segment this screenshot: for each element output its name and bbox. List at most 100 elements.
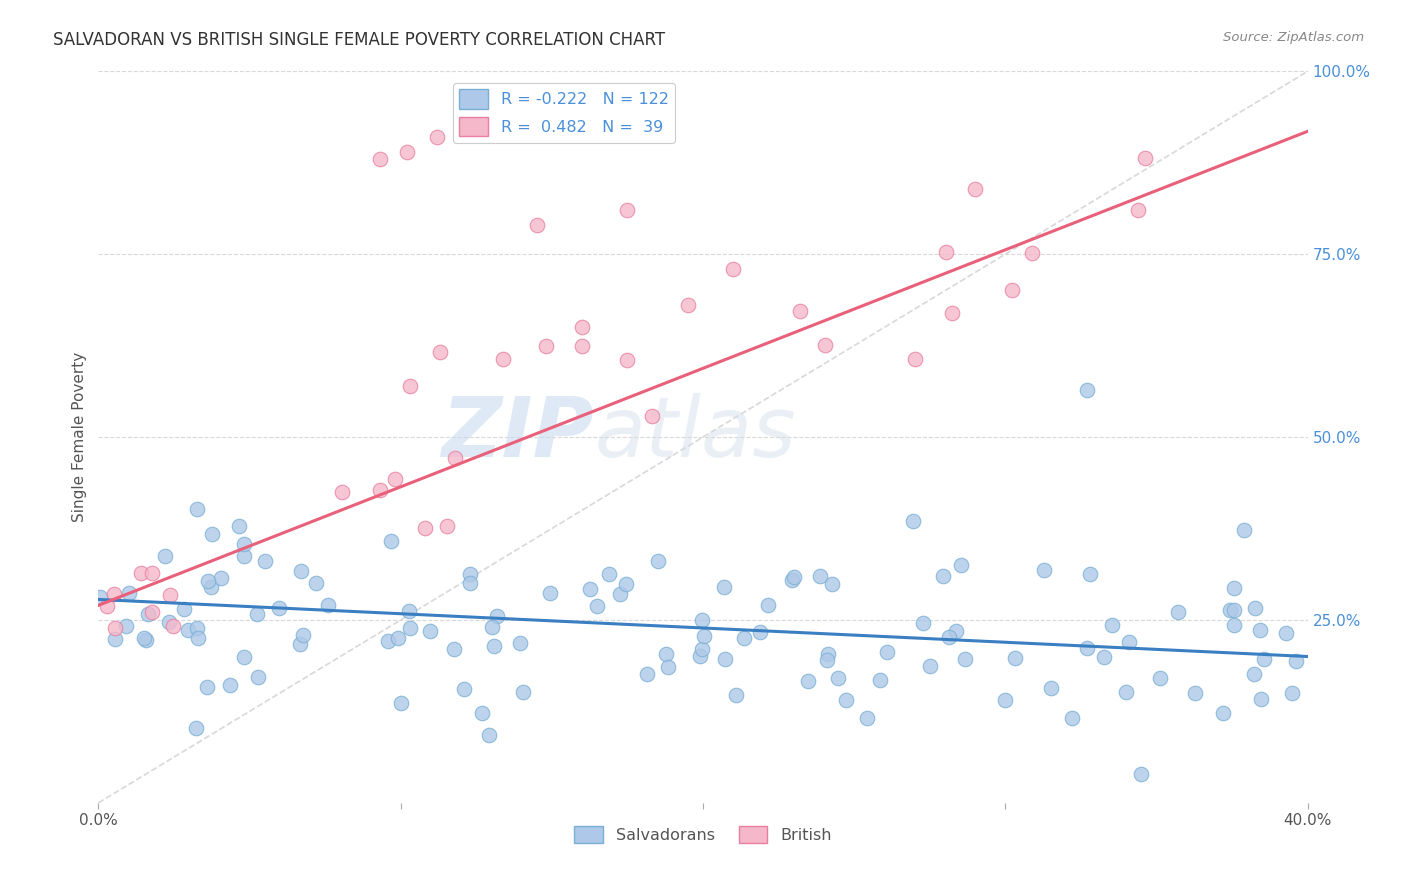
Point: [782, 570, 804, 584]
Point: [444, 450, 467, 465]
Point: [89, 590, 111, 604]
Point: [413, 521, 436, 535]
Y-axis label: Single Female Poverty: Single Female Poverty: [72, 352, 87, 522]
Point: [1115, 684, 1137, 698]
Point: [614, 576, 637, 591]
Point: [856, 711, 879, 725]
Point: [368, 152, 391, 166]
Point: [932, 569, 955, 583]
Point: [1021, 245, 1043, 260]
Point: [380, 533, 402, 548]
Point: [723, 261, 745, 276]
Point: [676, 298, 699, 312]
Point: [103, 586, 125, 600]
Point: [1223, 603, 1246, 617]
Point: [1212, 706, 1234, 720]
Point: [458, 567, 481, 582]
Point: [290, 637, 312, 651]
Point: [598, 566, 620, 581]
Point: [876, 645, 898, 659]
Point: [814, 338, 837, 352]
Point: [157, 615, 180, 630]
Point: [693, 629, 716, 643]
Point: [395, 145, 418, 159]
Point: [817, 647, 839, 661]
Point: [484, 639, 506, 653]
Point: [616, 203, 638, 218]
Point: [162, 619, 184, 633]
Point: [1275, 626, 1298, 640]
Point: [436, 519, 458, 533]
Point: [509, 636, 531, 650]
Point: [1080, 567, 1102, 582]
Point: [1126, 203, 1149, 218]
Point: [526, 218, 548, 232]
Point: [389, 696, 412, 710]
Point: [690, 642, 713, 657]
Point: [186, 502, 208, 516]
Point: [184, 721, 207, 735]
Point: [132, 631, 155, 645]
Point: [904, 352, 927, 367]
Point: [330, 484, 353, 499]
Point: [1250, 692, 1272, 706]
Point: [538, 585, 561, 599]
Point: [1118, 635, 1140, 649]
Point: [200, 580, 222, 594]
Point: [173, 601, 195, 615]
Point: [458, 576, 481, 591]
Point: [387, 631, 409, 645]
Point: [780, 573, 803, 587]
Point: [616, 353, 638, 368]
Point: [219, 678, 242, 692]
Point: [810, 568, 832, 582]
Point: [689, 649, 711, 664]
Point: [748, 625, 770, 640]
Text: atlas: atlas: [595, 392, 796, 474]
Point: [398, 378, 420, 392]
Point: [186, 621, 208, 635]
Point: [1253, 652, 1275, 666]
Point: [713, 580, 735, 594]
Point: [159, 588, 181, 602]
Point: [835, 693, 858, 707]
Point: [1076, 641, 1098, 656]
Point: [292, 628, 315, 642]
Point: [1135, 151, 1157, 165]
Point: [478, 728, 501, 742]
Point: [246, 670, 269, 684]
Point: [233, 649, 256, 664]
Point: [1149, 671, 1171, 685]
Point: [1184, 685, 1206, 699]
Point: [1219, 603, 1241, 617]
Point: [384, 472, 406, 486]
Point: [938, 630, 960, 644]
Point: [135, 632, 157, 647]
Point: [209, 571, 232, 585]
Point: [96, 599, 118, 613]
Point: [377, 633, 399, 648]
Point: [640, 409, 662, 424]
Point: [481, 619, 503, 633]
Point: [485, 609, 508, 624]
Point: [197, 574, 219, 588]
Point: [690, 613, 713, 627]
Point: [935, 245, 957, 260]
Point: [1285, 654, 1308, 668]
Point: [398, 603, 420, 617]
Point: [1233, 523, 1256, 537]
Point: [534, 338, 557, 352]
Point: [115, 618, 138, 632]
Point: [1060, 711, 1083, 725]
Point: [1004, 651, 1026, 665]
Point: [305, 576, 328, 591]
Point: [789, 304, 811, 318]
Point: [512, 685, 534, 699]
Point: [1223, 581, 1246, 595]
Point: [103, 632, 125, 646]
Point: [911, 615, 934, 630]
Point: [815, 653, 838, 667]
Point: [254, 554, 277, 568]
Point: [869, 673, 891, 687]
Point: [443, 641, 465, 656]
